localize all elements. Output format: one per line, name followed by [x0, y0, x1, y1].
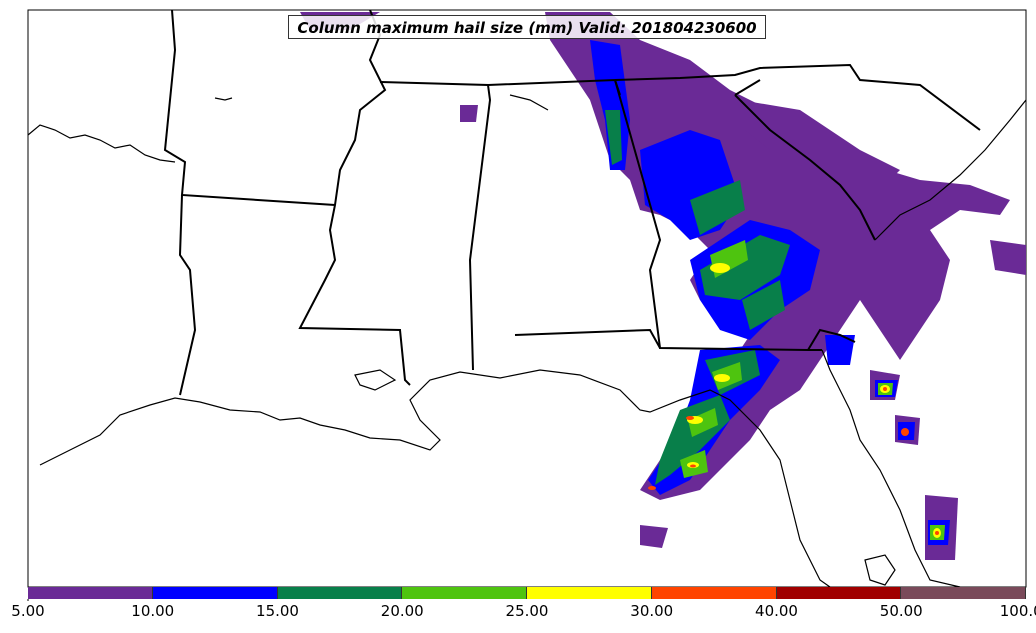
river-al [509, 94, 549, 111]
hail-cell-blue-5 [825, 335, 855, 365]
hail-core-red-4 [901, 428, 909, 436]
colorbar-tick-label: 40.00 [755, 602, 798, 620]
border-ok-ar-tx [163, 9, 336, 206]
colorbar-tick-label: 15.00 [256, 602, 299, 620]
border-al-fl [514, 328, 661, 349]
hail-cell-gulf [640, 525, 668, 548]
colorbar-segment [152, 587, 278, 599]
coast-north-ok [27, 124, 176, 163]
colorbar-tick-label: 20.00 [380, 602, 424, 620]
colorbar-tick-label: 10.00 [131, 602, 175, 620]
lake-okeechobee [864, 554, 896, 586]
hail-core-layer [648, 263, 941, 538]
hail-cell-east [990, 240, 1026, 275]
map-title: Column maximum hail size (mm) Valid: 201… [288, 15, 766, 39]
border-tx-la [178, 194, 197, 396]
hail-cell-green-2 [690, 180, 745, 235]
colorbar-segment [901, 587, 1026, 599]
coast-gulf [39, 369, 831, 588]
border-ms-river [298, 9, 411, 386]
colorbar-segment [402, 587, 527, 599]
hail-core-yellow-2 [714, 374, 730, 382]
hail-core-red-3 [883, 387, 887, 391]
hail-cell-al [460, 105, 478, 122]
border-al-ga [614, 79, 822, 351]
border-ga-fl [807, 328, 856, 351]
colorbar-tick-label: 50.00 [879, 602, 923, 620]
hail-core-red-1 [686, 416, 694, 420]
colorbar-tick-label: 100.00 [999, 602, 1036, 620]
hail-cell-lime-3 [688, 408, 718, 437]
colorbar-segment [776, 587, 902, 599]
colorbar-segment [651, 587, 777, 599]
border-nc [734, 79, 761, 96]
border-ga-sc [734, 94, 876, 241]
coastline [27, 94, 1027, 591]
colorbar-segment [28, 587, 153, 599]
hail-core-red-2 [690, 464, 696, 468]
colorbar-segment [527, 587, 652, 599]
state-borders [163, 9, 981, 396]
colorbar-tick-label: 25.00 [505, 602, 549, 620]
hail-cell-green-1 [605, 110, 622, 165]
colorbar-tick-label: 30.00 [630, 602, 674, 620]
hail-core-red-5 [935, 531, 939, 535]
hail-core-yellow-1 [710, 263, 730, 273]
hail-cell-green-6 [742, 280, 785, 330]
colorbar-segment [277, 587, 403, 599]
reservoir-ar [214, 97, 233, 101]
hail-core-red-6 [648, 486, 656, 490]
coast-atlantic-nc [874, 99, 1027, 241]
hail-swath-north [740, 100, 900, 190]
colorbar [28, 587, 1026, 599]
border-tn-nc [614, 63, 981, 131]
border-ms-al [379, 81, 492, 371]
colorbar-tick-label: 5.00 [11, 602, 45, 620]
coast-atlantic-fl [821, 349, 981, 591]
hail-cell-green-3 [700, 235, 790, 300]
lake-pontchartrain [354, 369, 397, 391]
